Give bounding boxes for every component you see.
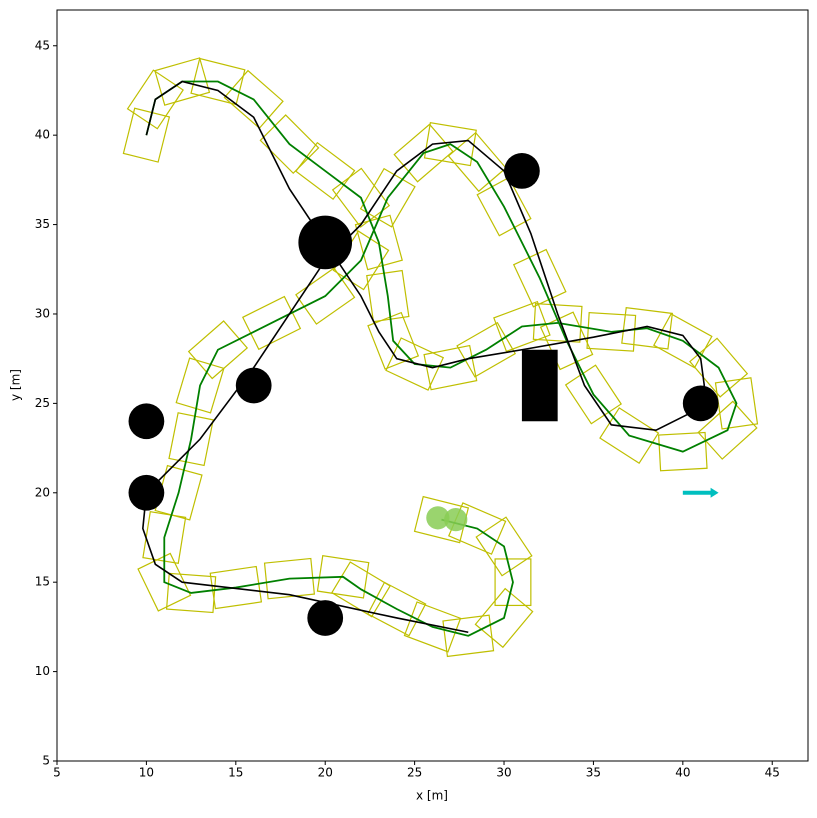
obstacle bbox=[307, 600, 344, 636]
footprint bbox=[697, 400, 758, 460]
footprint bbox=[142, 511, 187, 564]
footprint bbox=[447, 131, 507, 193]
car-pose bbox=[426, 506, 450, 530]
footprint bbox=[532, 303, 583, 343]
footprint bbox=[494, 558, 532, 607]
x-tick-label: 20 bbox=[318, 766, 333, 780]
x-axis-label: x [m] bbox=[416, 789, 448, 803]
x-tick-label: 10 bbox=[139, 766, 154, 780]
footprint bbox=[190, 57, 246, 106]
footprint bbox=[689, 337, 749, 398]
footprint bbox=[493, 300, 551, 353]
footprint bbox=[621, 306, 674, 350]
footprint bbox=[359, 167, 416, 228]
x-tick-label: 35 bbox=[586, 766, 601, 780]
footprint bbox=[165, 572, 217, 614]
obstacle bbox=[235, 367, 272, 404]
footprint bbox=[586, 311, 637, 352]
footprint bbox=[403, 601, 462, 653]
plot-frame bbox=[56, 9, 809, 762]
footprint bbox=[175, 357, 225, 414]
footprint bbox=[295, 267, 356, 325]
obstacle bbox=[682, 385, 719, 422]
x-tick-label: 40 bbox=[675, 766, 690, 780]
goal-arrow bbox=[682, 487, 719, 498]
obstacle bbox=[298, 215, 353, 270]
y-tick-label: 30 bbox=[35, 306, 50, 320]
footprint bbox=[456, 321, 517, 378]
x-tick-label: 25 bbox=[407, 766, 422, 780]
footprint bbox=[658, 431, 708, 472]
obstacle bbox=[128, 474, 165, 511]
y-tick-label: 35 bbox=[35, 217, 50, 231]
footprint bbox=[187, 320, 249, 380]
y-tick-label: 25 bbox=[35, 396, 50, 410]
x-tick-label: 15 bbox=[228, 766, 243, 780]
footprint bbox=[442, 614, 495, 658]
reference-path bbox=[142, 80, 706, 634]
obstacle bbox=[128, 403, 165, 440]
rect-obstacle bbox=[521, 349, 558, 422]
footprint bbox=[154, 57, 211, 106]
footprint bbox=[474, 587, 534, 649]
footprint bbox=[475, 516, 533, 577]
footprint bbox=[393, 123, 454, 183]
footprint bbox=[259, 114, 320, 175]
y-tick-label: 10 bbox=[35, 664, 50, 678]
y-tick-label: 20 bbox=[35, 485, 50, 499]
y-tick-label: 45 bbox=[35, 38, 50, 52]
y-tick-label: 40 bbox=[35, 128, 50, 142]
y-tick-label: 15 bbox=[35, 575, 50, 589]
footprint bbox=[423, 344, 478, 391]
footprint bbox=[316, 555, 370, 599]
y-axis-label: y [m] bbox=[9, 369, 23, 401]
car-pose bbox=[444, 507, 468, 532]
footprint bbox=[331, 167, 391, 228]
x-tick-label: 45 bbox=[765, 766, 780, 780]
x-tick-label: 5 bbox=[53, 766, 61, 780]
footprint bbox=[126, 69, 184, 130]
footprint bbox=[367, 311, 420, 370]
obstacle bbox=[504, 153, 540, 189]
footprint bbox=[354, 214, 403, 271]
footprint bbox=[263, 557, 316, 600]
footprint bbox=[423, 121, 477, 167]
planned-path bbox=[145, 80, 738, 637]
footprint bbox=[223, 69, 284, 130]
footprint bbox=[714, 377, 759, 430]
x-tick-label: 30 bbox=[496, 766, 511, 780]
y-tick-label: 5 bbox=[42, 754, 50, 768]
